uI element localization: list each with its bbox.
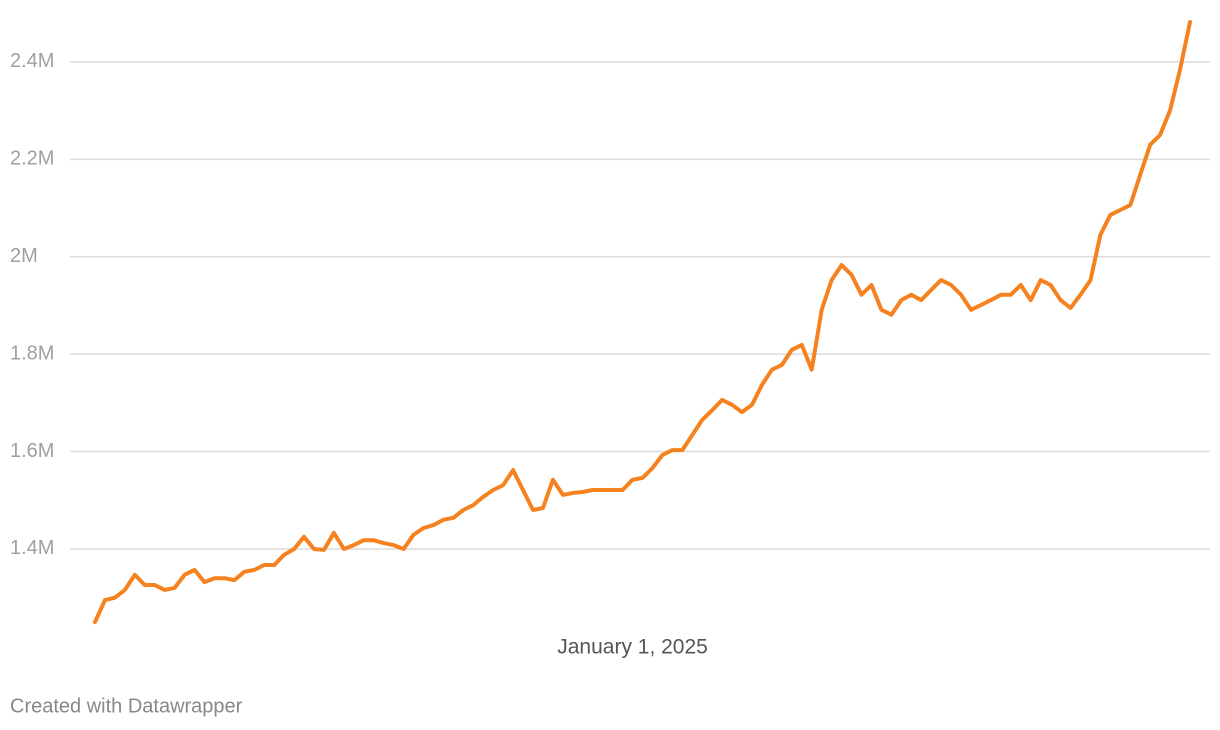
y-tick-label: 1.8M bbox=[10, 342, 54, 364]
y-tick-label: 2.2M bbox=[10, 148, 54, 170]
x-tick-label: January 1, 2025 bbox=[557, 636, 708, 659]
data-line bbox=[93, 20, 1192, 624]
footer: Created with Datawrapper bbox=[10, 695, 243, 717]
y-tick-label: 1.6M bbox=[10, 440, 54, 462]
y-tick-label: 2M bbox=[10, 245, 38, 267]
y-tick-label: 1.4M bbox=[10, 537, 54, 559]
y-tick-label: 2.4M bbox=[10, 50, 54, 72]
